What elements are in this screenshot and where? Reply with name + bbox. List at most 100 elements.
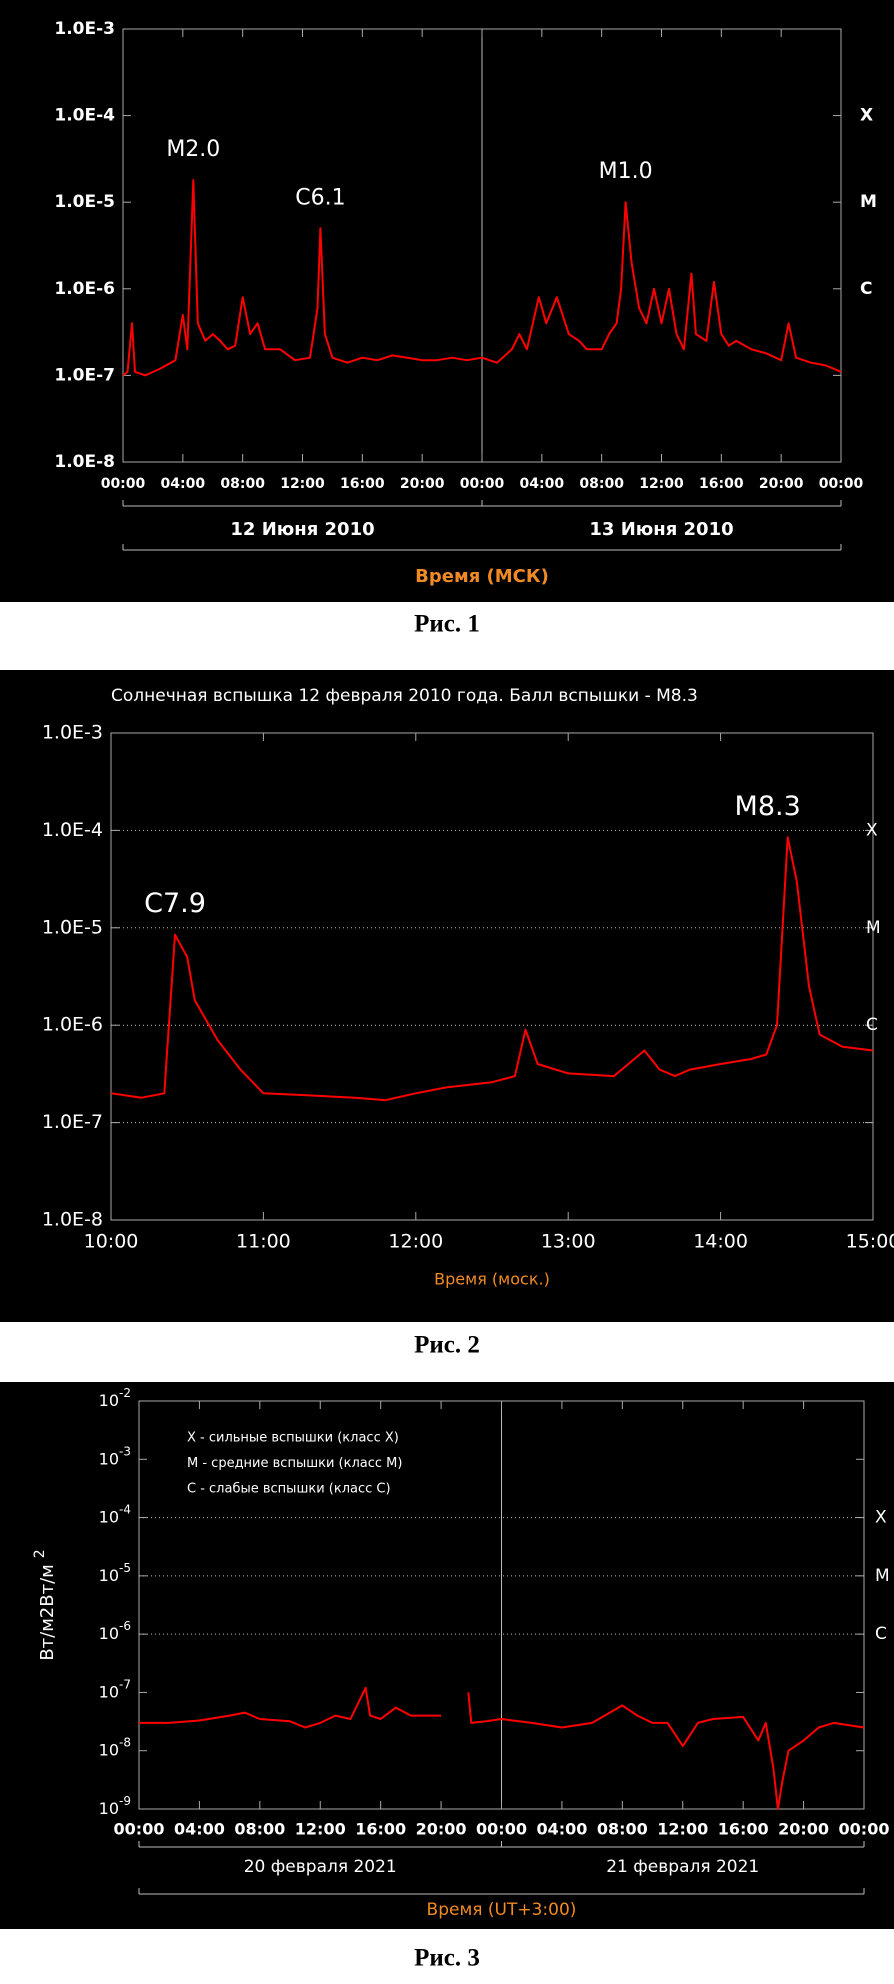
x-tick-label: 16:00 <box>699 476 744 492</box>
x-tick-label: 04:00 <box>520 476 565 492</box>
x-tick-label: 13:00 <box>541 1231 596 1253</box>
annotation: M2.0 <box>166 137 220 162</box>
day-label: 12 Июня 2010 <box>230 519 374 540</box>
class-label: M <box>866 918 881 938</box>
tick-base: 10 <box>99 1507 119 1526</box>
y-tick-label: 1.0E-3 <box>54 19 115 39</box>
y-label-sup: 2 <box>32 1549 48 1558</box>
y-tick-label: 1.0E-3 <box>42 722 103 744</box>
x-tick-label: 08:00 <box>234 1820 285 1839</box>
x-tick-label: 00:00 <box>114 1820 165 1839</box>
class-label: M <box>875 1566 890 1586</box>
day-label: 21 февраля 2021 <box>606 1857 759 1877</box>
x-tick-label: 12:00 <box>657 1820 708 1839</box>
y-tick-label: 1.0E-8 <box>42 1209 103 1231</box>
y-tick-label: 1.0E-6 <box>54 279 115 299</box>
tick-exp: -6 <box>119 1619 131 1633</box>
class-label: M <box>860 192 877 212</box>
class-label: X <box>875 1508 887 1528</box>
legend-entry: M - средние вспышки (класс M) <box>187 1456 402 1471</box>
plot-frame <box>110 732 874 1221</box>
tick-exp: -5 <box>119 1560 131 1574</box>
tick-base: 10 <box>99 1624 119 1643</box>
y-tick-label: 1.0E-7 <box>54 365 115 385</box>
tick-base: 10 <box>99 1682 119 1701</box>
tick-exp: -2 <box>119 1386 131 1400</box>
y-tick-label: 1.0E-4 <box>54 106 115 126</box>
x-tick-label: 04:00 <box>536 1820 587 1839</box>
x-tick-label: 12:00 <box>639 476 684 492</box>
x-tick-label: 16:00 <box>340 476 385 492</box>
tick-exp: -8 <box>119 1735 131 1749</box>
tick-exp: -3 <box>119 1444 131 1458</box>
y-axis-label: Вт/м2Вт/м2 <box>32 1549 58 1660</box>
tick-exp: -4 <box>119 1502 131 1516</box>
x-tick-label: 00:00 <box>476 1820 527 1839</box>
y-tick-label: 1.0E-7 <box>42 1111 103 1133</box>
x-tick-label: 00:00 <box>819 476 864 492</box>
legend-entry: X - сильные вспышки (класс X) <box>187 1431 399 1446</box>
x-tick-label: 11:00 <box>236 1231 291 1253</box>
x-tick-label: 20:00 <box>400 476 445 492</box>
x-tick-label: 04:00 <box>174 1820 225 1839</box>
class-label: X <box>866 820 878 840</box>
x-tick-label: 12:00 <box>280 476 325 492</box>
tick-exp: -7 <box>119 1677 131 1691</box>
chart-title: Солнечная вспышка 12 февраля 2010 года. … <box>111 686 698 706</box>
x-tick-label: 20:00 <box>416 1820 467 1839</box>
y-tick-label: 1.0E-4 <box>42 819 103 841</box>
flux-line <box>110 836 874 1102</box>
y-tick-label: 10-3 <box>99 1444 131 1468</box>
class-label: C <box>866 1015 878 1035</box>
y-tick-label: 10-7 <box>99 1677 131 1701</box>
annotation: C7.9 <box>144 888 206 919</box>
tick-base: 10 <box>99 1740 119 1759</box>
class-label: C <box>860 279 872 299</box>
annotation: M8.3 <box>735 791 801 822</box>
y-tick-label: 1.0E-6 <box>42 1014 103 1036</box>
flux-line <box>122 179 842 377</box>
flux-line <box>139 1686 865 1810</box>
y-tick-label: 1.0E-8 <box>54 452 115 472</box>
x-tick-label: 00:00 <box>101 476 146 492</box>
y-tick-label: 10-6 <box>99 1619 131 1643</box>
x-tick-label: 12:00 <box>295 1820 346 1839</box>
y-tick-label: 10-9 <box>99 1794 131 1818</box>
x-axis-label: Время (UT+3:00) <box>427 1900 577 1920</box>
class-label: C <box>875 1624 887 1644</box>
chart-panel <box>0 1382 894 1929</box>
x-tick-label: 08:00 <box>579 476 624 492</box>
x-tick-label: 08:00 <box>597 1820 648 1839</box>
x-tick-label: 10:00 <box>84 1231 139 1253</box>
tick-exp: -9 <box>119 1794 131 1808</box>
day-label: 13 Июня 2010 <box>589 519 733 540</box>
x-tick-label: 00:00 <box>460 476 505 492</box>
y-tick-label: 10-8 <box>99 1735 131 1759</box>
x-axis-label: Время (моск.) <box>434 1270 550 1289</box>
x-tick-label: 16:00 <box>718 1820 769 1839</box>
x-tick-label: 12:00 <box>388 1231 443 1253</box>
caption: Рис. 1 <box>414 611 480 638</box>
y-tick-label: 10-2 <box>99 1386 131 1410</box>
annotation: C6.1 <box>295 185 345 210</box>
y-label-main: Вт/м <box>37 1564 58 1606</box>
annotation: M1.0 <box>599 159 653 184</box>
day-label: 20 февраля 2021 <box>244 1857 397 1877</box>
x-tick-label: 04:00 <box>161 476 206 492</box>
x-tick-label: 00:00 <box>839 1820 890 1839</box>
class-label: X <box>860 106 873 126</box>
x-tick-label: 20:00 <box>778 1820 829 1839</box>
y-tick-label: 10-4 <box>99 1502 131 1526</box>
x-tick-label: 14:00 <box>693 1231 748 1253</box>
legend-entry: C - слабые вспышки (класс C) <box>187 1482 391 1497</box>
chart-panel <box>0 0 894 602</box>
caption: Рис. 3 <box>414 1945 480 1972</box>
tick-base: 10 <box>99 1391 119 1410</box>
x-tick-label: 16:00 <box>355 1820 406 1839</box>
y-tick-label: 1.0E-5 <box>42 916 103 938</box>
tick-base: 10 <box>99 1449 119 1468</box>
y-tick-label: 1.0E-5 <box>54 192 115 212</box>
x-axis-label: Время (МСК) <box>415 566 549 587</box>
